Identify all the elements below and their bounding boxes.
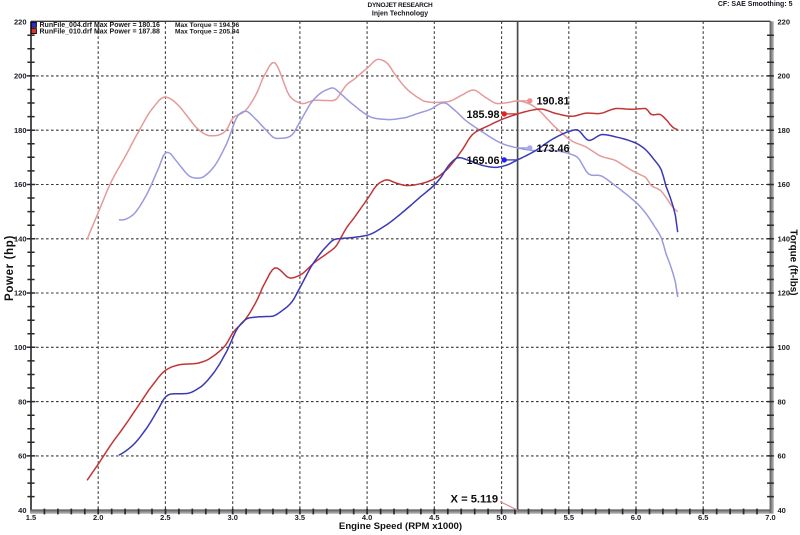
svg-text:X = 5.119: X = 5.119 xyxy=(451,494,499,506)
svg-text:Injen Technology: Injen Technology xyxy=(372,10,428,17)
svg-text:6.0: 6.0 xyxy=(631,513,641,522)
svg-text:6.5: 6.5 xyxy=(698,513,708,522)
svg-text:Engine Speed (RPM x1000): Engine Speed (RPM x1000) xyxy=(339,521,462,532)
svg-text:140: 140 xyxy=(778,234,791,243)
svg-text:Power (hp): Power (hp) xyxy=(4,235,16,301)
svg-text:5.5: 5.5 xyxy=(564,513,574,522)
svg-text:80: 80 xyxy=(778,397,786,406)
svg-text:RunFile_010.drf Max Power = 18: RunFile_010.drf Max Power = 187.88 xyxy=(40,29,161,36)
svg-text:160: 160 xyxy=(778,180,791,189)
svg-text:DYNOJET RESEARCH: DYNOJET RESEARCH xyxy=(368,2,434,9)
svg-text:CF: SAE Smoothing: 5: CF: SAE Smoothing: 5 xyxy=(718,1,793,8)
svg-text:100: 100 xyxy=(778,343,791,352)
svg-text:190.81: 190.81 xyxy=(537,96,570,108)
svg-text:5.0: 5.0 xyxy=(496,513,506,522)
svg-text:60: 60 xyxy=(778,452,786,461)
svg-text:180: 180 xyxy=(14,126,27,135)
svg-text:4.0: 4.0 xyxy=(362,513,372,522)
svg-text:185.98: 185.98 xyxy=(466,109,499,121)
svg-text:7.0: 7.0 xyxy=(765,513,775,522)
svg-text:Max Torque = 194.96: Max Torque = 194.96 xyxy=(175,22,240,29)
svg-text:Torque (ft-lbs): Torque (ft-lbs) xyxy=(788,229,799,295)
svg-text:RunFile_004.drf Max Power = 18: RunFile_004.drf Max Power = 180.16 xyxy=(40,22,161,29)
svg-text:100: 100 xyxy=(14,343,27,352)
svg-text:60: 60 xyxy=(18,452,26,461)
svg-text:80: 80 xyxy=(18,397,26,406)
svg-text:40: 40 xyxy=(778,506,786,515)
svg-text:2.0: 2.0 xyxy=(93,513,103,522)
svg-text:40: 40 xyxy=(18,506,26,515)
svg-text:1.5: 1.5 xyxy=(26,513,36,522)
svg-text:220: 220 xyxy=(778,17,791,26)
svg-text:120: 120 xyxy=(14,289,27,298)
svg-text:160: 160 xyxy=(14,180,27,189)
svg-text:173.46: 173.46 xyxy=(537,143,570,155)
svg-text:4.5: 4.5 xyxy=(429,513,439,522)
svg-text:180: 180 xyxy=(778,126,791,135)
svg-text:200: 200 xyxy=(778,72,791,81)
svg-text:120: 120 xyxy=(778,289,791,298)
svg-text:169.06: 169.06 xyxy=(466,155,499,167)
svg-text:3.5: 3.5 xyxy=(295,513,305,522)
svg-text:220: 220 xyxy=(14,17,27,26)
svg-text:200: 200 xyxy=(14,72,27,81)
svg-text:Max Torque = 205.94: Max Torque = 205.94 xyxy=(175,29,240,36)
svg-text:140: 140 xyxy=(14,234,27,243)
svg-text:2.5: 2.5 xyxy=(160,513,170,522)
svg-text:3.0: 3.0 xyxy=(227,513,237,522)
